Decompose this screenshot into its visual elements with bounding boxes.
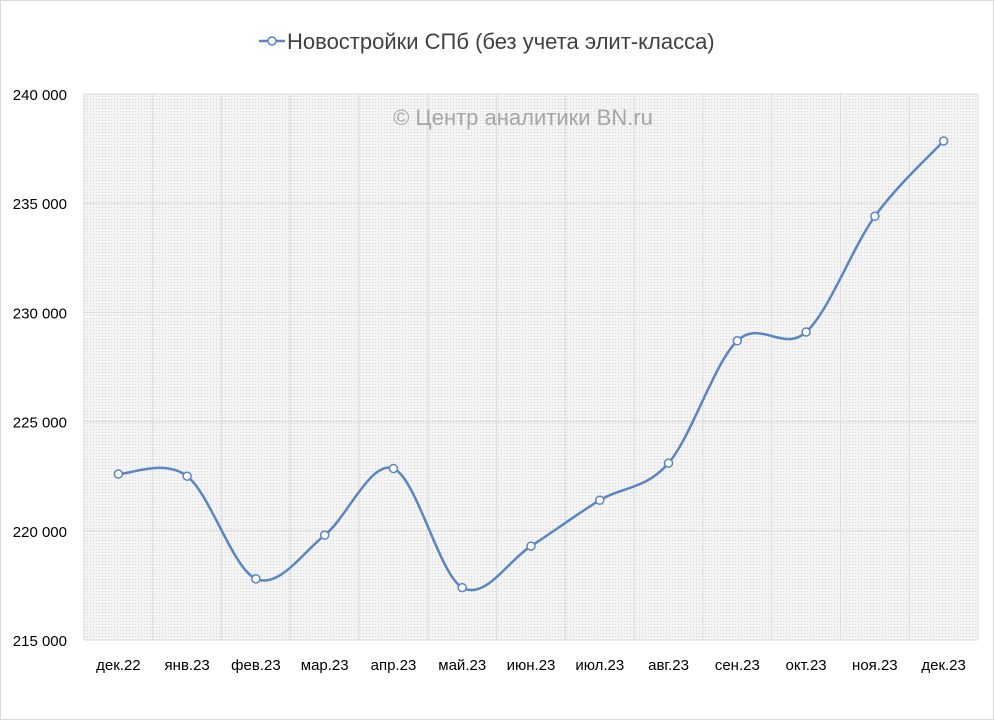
x-tick-label: ноя.23 xyxy=(852,657,898,674)
x-tick-label: авг.23 xyxy=(648,657,689,674)
x-tick-label: окт.23 xyxy=(786,657,827,674)
data-point xyxy=(870,211,880,222)
y-tick-label: 220 000 xyxy=(13,524,67,541)
data-point xyxy=(319,530,330,540)
plot-area: 215 000 220 000 225 000 230 000 235 000 240 0… xyxy=(13,87,979,674)
x-tick-label: фев.23 xyxy=(231,657,281,674)
data-point xyxy=(663,458,674,468)
data-point xyxy=(526,541,536,551)
x-tick-label: сен.23 xyxy=(715,657,760,674)
x-tick-label: май.23 xyxy=(438,657,486,674)
data-point xyxy=(457,582,467,593)
y-tick-label: 225 000 xyxy=(13,415,67,432)
data-point xyxy=(113,469,124,479)
data-point xyxy=(801,327,811,337)
data-point xyxy=(251,574,261,584)
x-tick-label: апр.23 xyxy=(371,657,417,674)
y-tick-label: 235 000 xyxy=(13,196,67,213)
y-tick-label: 215 000 xyxy=(13,633,67,650)
x-tick-label: дек.22 xyxy=(96,657,141,674)
x-tick-label: янв.23 xyxy=(165,657,210,674)
data-point xyxy=(182,471,192,481)
legend-marker-icon xyxy=(267,36,277,46)
y-tick-label: 230 000 xyxy=(13,305,67,322)
plot-background xyxy=(84,94,978,640)
x-tick-label: дек.23 xyxy=(921,657,966,674)
y-tick-label: 240 000 xyxy=(13,87,67,104)
legend-label: Новостройки СПб (без учета элит-класса) xyxy=(287,29,715,54)
x-tick-label: июн.23 xyxy=(507,657,556,674)
data-point xyxy=(388,463,399,474)
data-point xyxy=(595,495,605,505)
x-tick-label: мар.23 xyxy=(301,657,349,674)
data-point xyxy=(732,336,743,346)
x-tick-label: июл.23 xyxy=(575,657,624,674)
legend: Новостройки СПб (без учета элит-класса) xyxy=(259,29,715,54)
data-point xyxy=(938,136,949,146)
watermark-text: © Центр аналитики BN.ru xyxy=(393,105,653,130)
